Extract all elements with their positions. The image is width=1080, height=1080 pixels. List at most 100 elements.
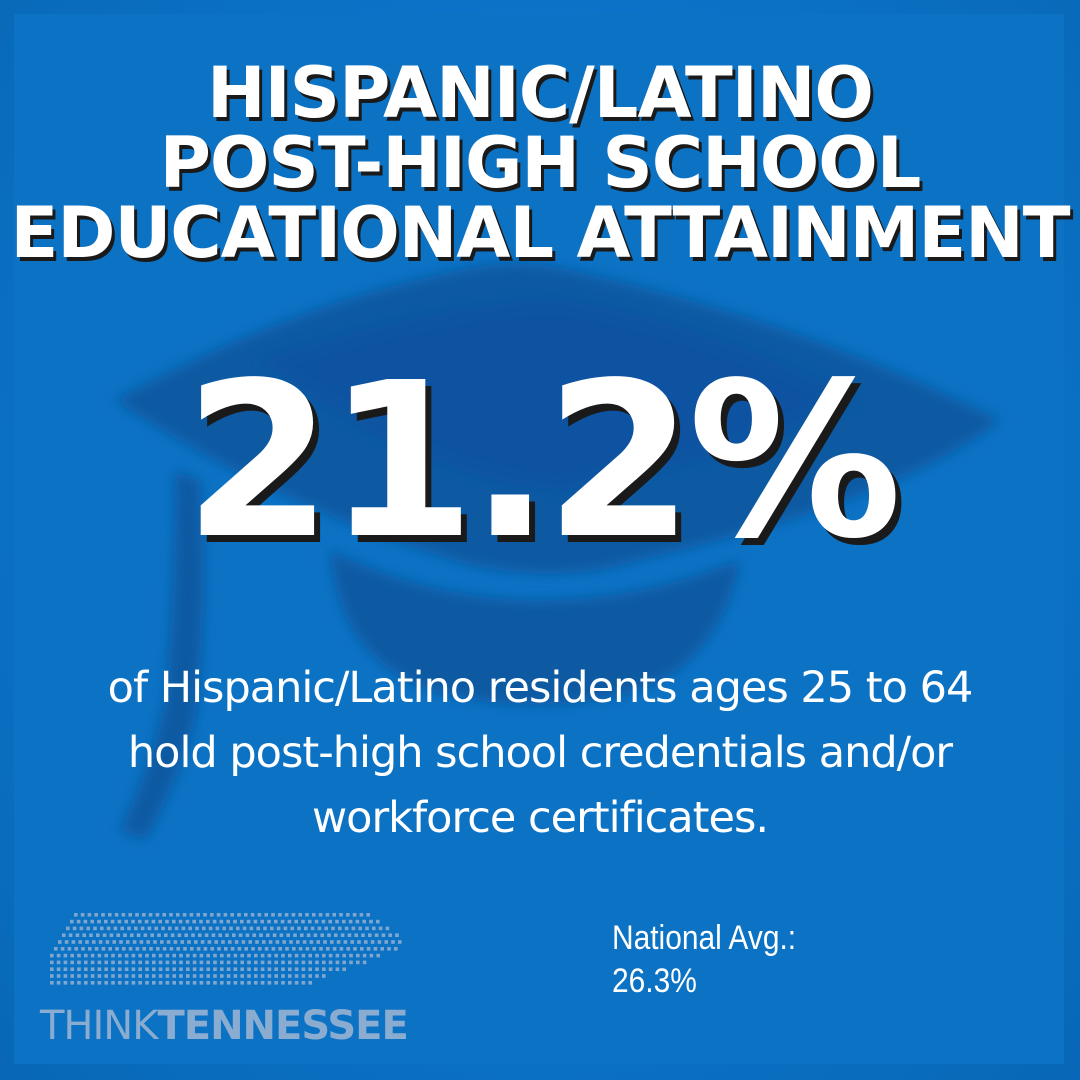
logo-dot — [131, 953, 136, 958]
logo-dot — [75, 933, 80, 937]
logo-dot — [347, 933, 352, 937]
logo-dot — [145, 981, 149, 985]
logo-dot — [172, 960, 176, 965]
logo-dot — [84, 953, 88, 958]
logo-dot — [308, 981, 312, 985]
logo-dot — [281, 981, 285, 985]
logo-dot — [96, 933, 100, 937]
logo-dot — [90, 953, 95, 958]
logo-dot — [150, 933, 154, 937]
logo-dot — [226, 967, 231, 971]
logo-dot — [158, 919, 162, 924]
logo-dot — [308, 967, 312, 971]
logo-dot — [56, 974, 61, 978]
logo-dot — [152, 981, 156, 985]
logo-dot — [372, 926, 376, 931]
logo-dot — [280, 919, 285, 924]
logo-dot — [67, 947, 72, 951]
logo-dot — [263, 926, 267, 931]
logo-dot — [63, 981, 68, 985]
logo-dot — [93, 926, 97, 931]
logo-dot — [224, 947, 228, 951]
logo-dot — [343, 940, 348, 944]
logo-dot — [124, 960, 129, 965]
logo-dot — [63, 974, 68, 978]
logo-dot — [115, 947, 119, 951]
logo-dot — [165, 974, 170, 978]
logo-dot — [120, 926, 124, 931]
logo-dot — [131, 967, 136, 971]
logo-dot — [226, 981, 231, 985]
logo-dot — [260, 960, 265, 965]
logo-dot — [276, 926, 281, 931]
logo-dot — [85, 940, 89, 944]
logo-dot — [381, 933, 386, 937]
logo-dot — [289, 940, 293, 944]
logo-dot — [90, 981, 95, 985]
logo-dot — [256, 926, 260, 931]
logo-dot — [237, 913, 241, 917]
logo-dot — [356, 953, 360, 958]
national-average-value: 26.3% — [612, 962, 697, 1000]
logo-dot — [165, 953, 170, 958]
logo-dot — [182, 913, 187, 917]
logo-dot — [112, 940, 116, 944]
logo-dot — [145, 953, 149, 958]
logo-dot — [374, 933, 379, 937]
logo-dot — [131, 960, 136, 965]
logo-dot — [317, 926, 322, 931]
logo-dot — [252, 933, 256, 937]
logo-dot — [226, 960, 231, 965]
logo-dot — [118, 967, 122, 971]
logo-dot — [398, 940, 402, 944]
logo-dot — [298, 913, 302, 917]
logo-dot — [305, 913, 309, 917]
logo: THINKTENNESSEE — [40, 1003, 409, 1049]
logo-dot — [169, 913, 173, 917]
logo-dot — [80, 913, 85, 917]
logo-dot — [124, 974, 129, 978]
logo-dot — [186, 974, 190, 978]
logo-dot — [77, 953, 81, 958]
logo-dot — [162, 913, 166, 917]
logo-dot — [206, 953, 210, 958]
logo-dot — [119, 940, 123, 944]
logo-dot — [97, 981, 102, 985]
logo-dot — [146, 940, 150, 944]
logo-dot — [275, 940, 280, 944]
logo-dot — [223, 913, 228, 917]
logo-dot — [72, 926, 77, 931]
logo-dot — [288, 960, 292, 965]
logo-dot — [144, 919, 149, 924]
logo-dot — [274, 974, 278, 978]
logo-dot — [294, 919, 298, 924]
logo-dot — [281, 953, 285, 958]
logo-dot — [186, 953, 190, 958]
logo-dot — [301, 919, 305, 924]
tennessee-state-dots-icon — [50, 913, 402, 985]
logo-dot — [118, 974, 122, 978]
logo-dot — [217, 947, 221, 951]
logo-dot — [190, 947, 194, 951]
logo-dot — [326, 947, 330, 951]
logo-dot — [240, 953, 244, 958]
logo-dot — [335, 960, 340, 965]
logo-dot — [281, 974, 285, 978]
logo-dot — [220, 967, 224, 971]
logo-dot — [264, 947, 269, 951]
logo-dot — [207, 940, 212, 944]
logo-dot — [213, 953, 217, 958]
logo-dot — [226, 953, 231, 958]
logo-dot — [220, 953, 224, 958]
logo-dot — [111, 960, 115, 965]
logo-dot — [123, 933, 127, 937]
logo-dot — [294, 981, 299, 985]
logo-dot — [58, 940, 62, 944]
logo-dot — [236, 926, 240, 931]
logo-dot — [294, 967, 299, 971]
logo-dot — [301, 967, 306, 971]
page-title: HISPANIC/LATINO POST-HIGH SCHOOL EDUCATI… — [0, 58, 1080, 268]
logo-dot — [172, 981, 176, 985]
logo-dot — [215, 926, 220, 931]
national-average: National Avg.: 26.3% — [612, 917, 796, 1003]
